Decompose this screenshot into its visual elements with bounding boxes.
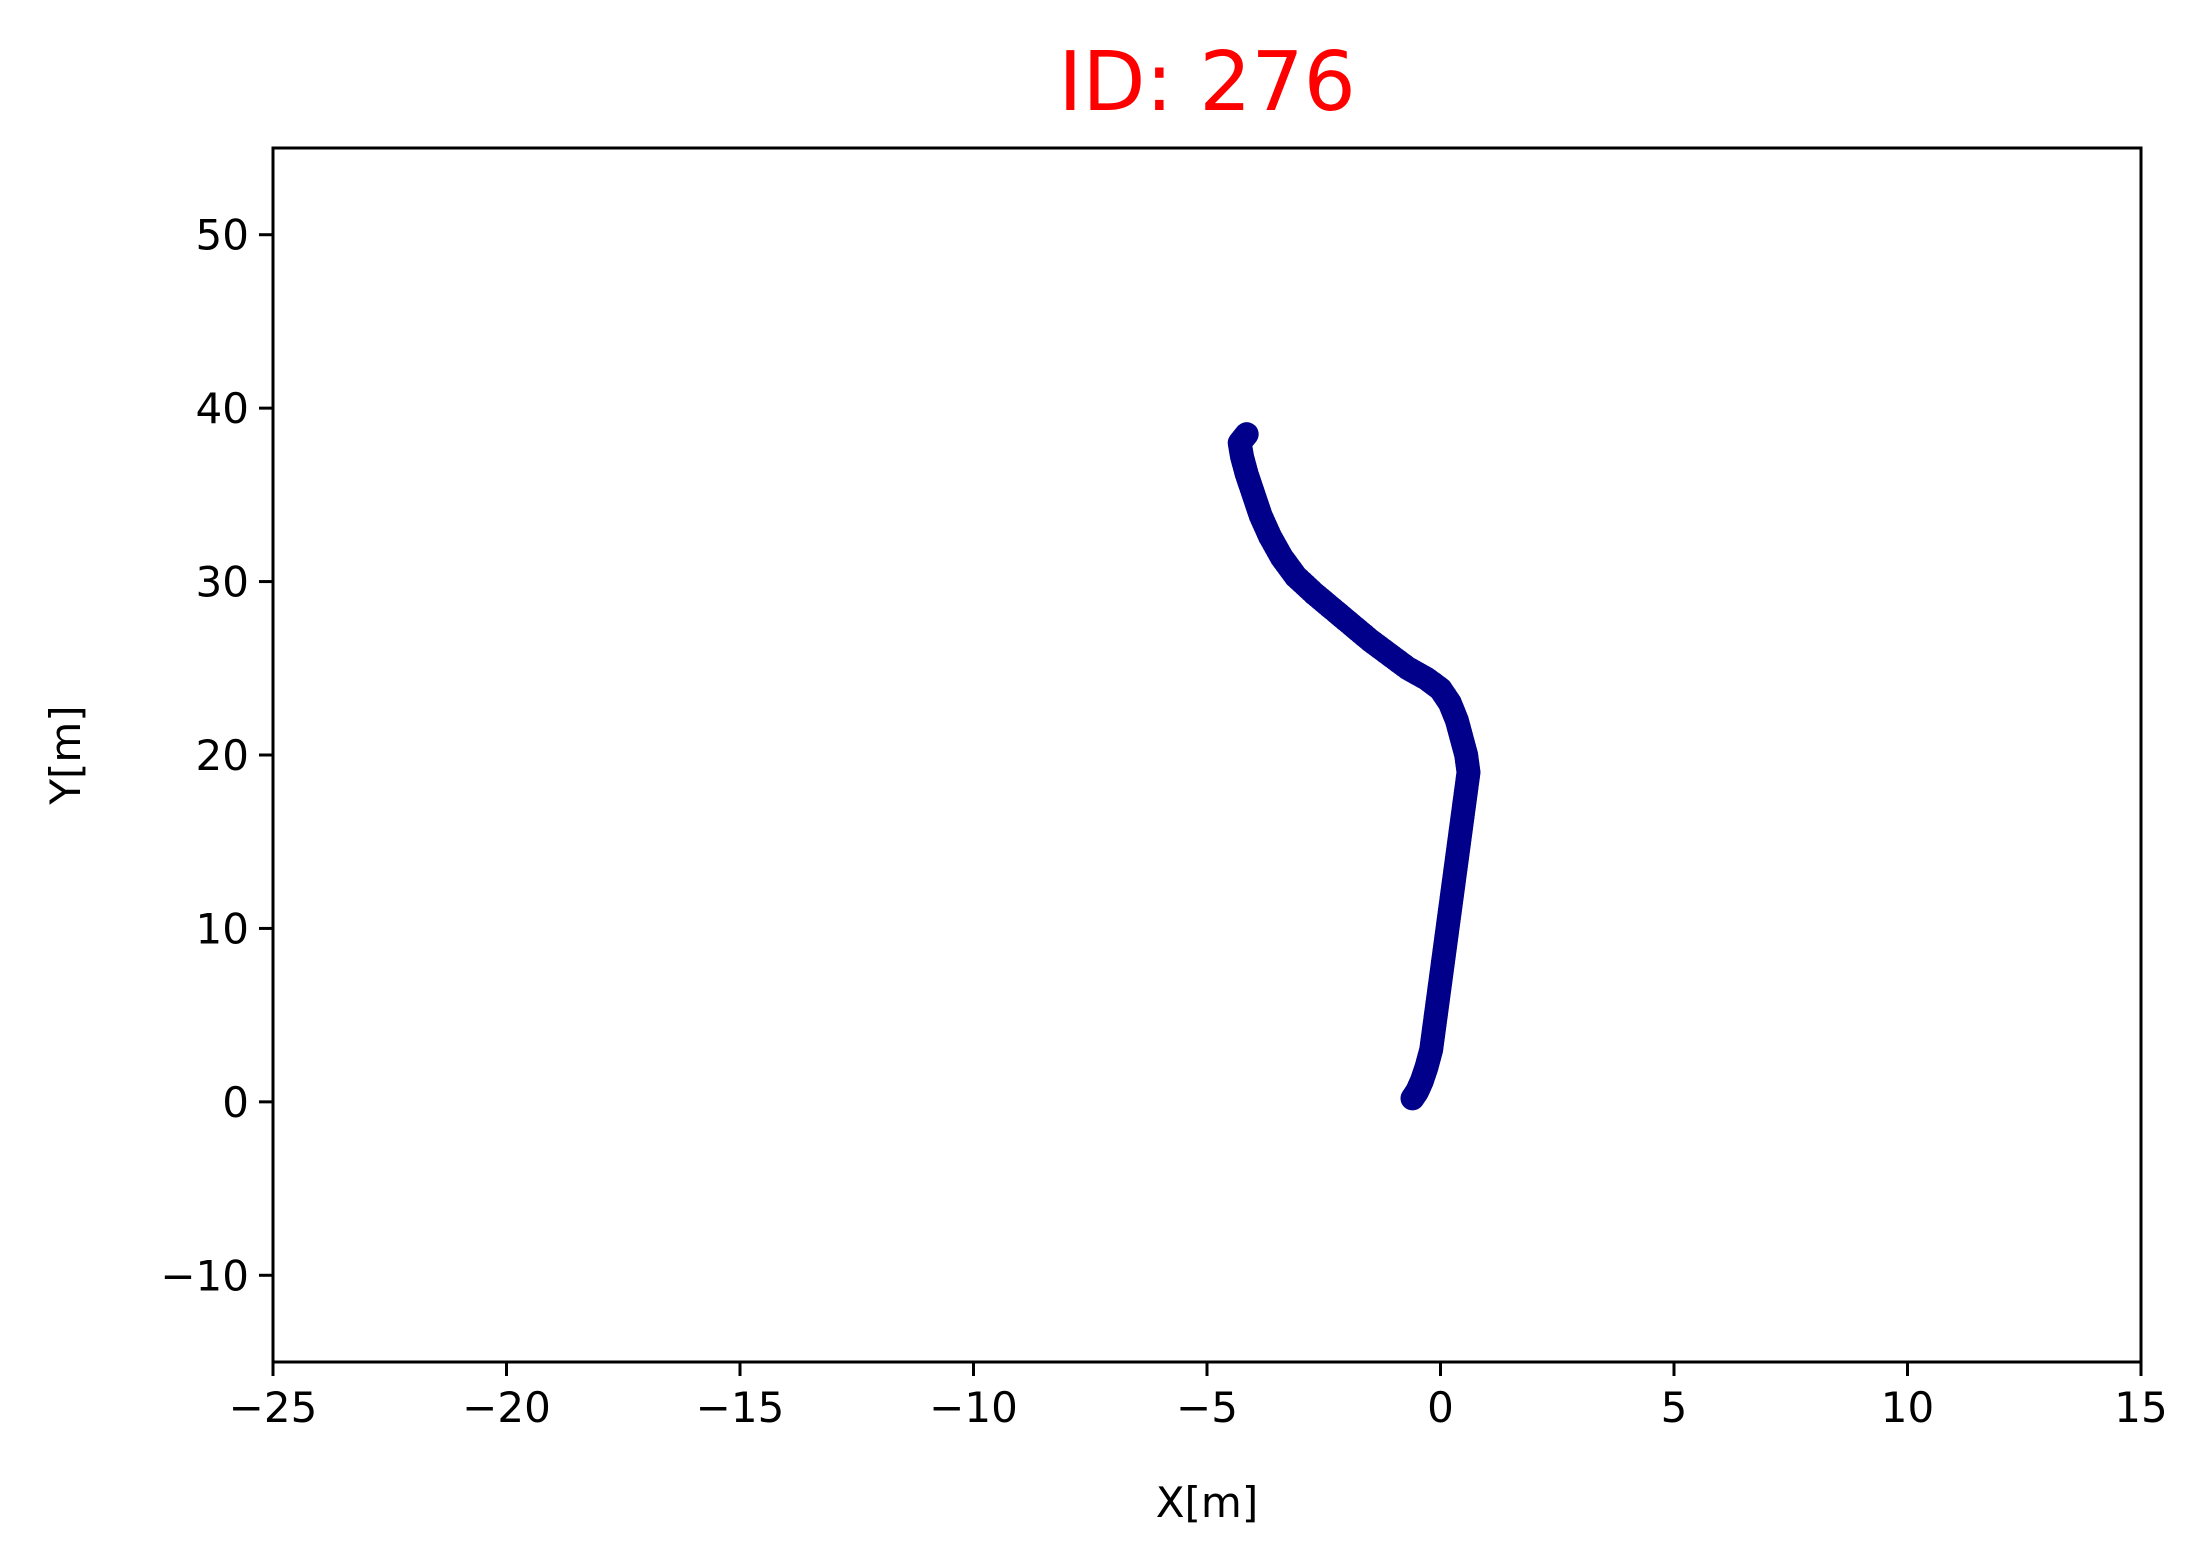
y-tick-label: 30 bbox=[196, 558, 249, 607]
y-tick-label: −10 bbox=[160, 1251, 249, 1300]
plot-area bbox=[271, 146, 2143, 1364]
data-point bbox=[1234, 422, 1259, 447]
x-axis-ticks: −25 −20 −15 −10 −5 0 5 10 15 bbox=[229, 1362, 2168, 1432]
x-tick-label: −5 bbox=[1176, 1383, 1238, 1432]
y-tick-label: 40 bbox=[196, 384, 249, 433]
x-tick-label: 5 bbox=[1661, 1383, 1688, 1432]
x-tick-label: −15 bbox=[696, 1383, 785, 1432]
y-axis-ticks: −10 0 10 20 30 40 50 bbox=[160, 211, 273, 1300]
plot-frame bbox=[271, 146, 2143, 1364]
y-tick-label: 0 bbox=[222, 1078, 249, 1127]
x-tick-label: 10 bbox=[1881, 1383, 1934, 1432]
chart-title: ID: 276 bbox=[1058, 35, 1356, 130]
data-points bbox=[1227, 422, 1481, 1111]
x-tick-label: −10 bbox=[929, 1383, 1018, 1432]
x-tick-label: −25 bbox=[229, 1383, 318, 1432]
x-tick-label: 15 bbox=[2114, 1383, 2167, 1432]
x-tick-label: −20 bbox=[462, 1383, 551, 1432]
x-axis-label: X[m] bbox=[1156, 1478, 1258, 1527]
y-tick-label: 50 bbox=[196, 211, 249, 260]
y-tick-label: 20 bbox=[196, 731, 249, 780]
y-tick-label: 10 bbox=[196, 904, 249, 953]
x-tick-label: 0 bbox=[1427, 1383, 1454, 1432]
y-axis-label: Y[m] bbox=[41, 705, 90, 805]
